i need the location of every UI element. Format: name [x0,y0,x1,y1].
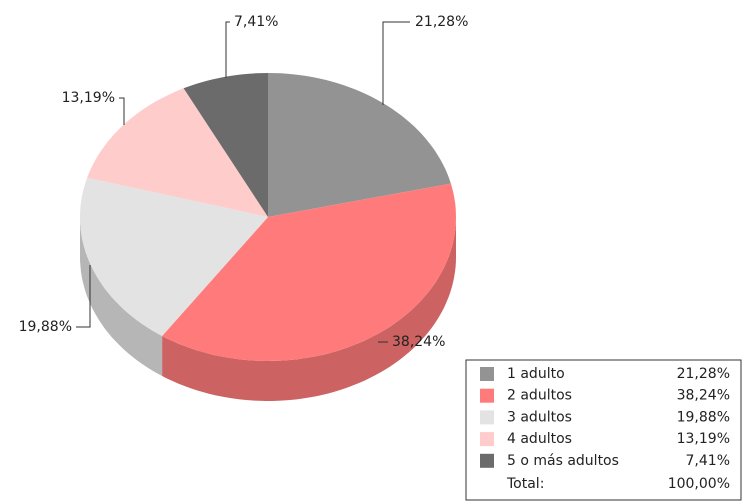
data-label: 7,41% [234,14,278,30]
legend-total-value: 100,00% [668,476,730,492]
legend-box [465,359,742,501]
slice [183,73,268,217]
legend-swatch [480,410,494,425]
legend-swatch [480,388,494,403]
slice [80,177,268,336]
legend-label: 4 adultos [507,431,572,447]
legend-label: 5 o más adultos [507,453,619,469]
slice [162,183,456,361]
legend-label: 2 adultos [507,388,572,404]
slice [87,88,268,217]
leader-line [119,97,125,125]
legend-swatch [480,432,494,447]
legend-swatch [480,367,494,381]
legend-value: 13,19% [677,431,730,447]
slice [268,73,451,217]
leader-line [382,21,410,105]
legend-label: 3 adultos [507,409,572,425]
legend-label: 1 adulto [507,366,565,382]
legend-total-label: Total: [506,476,544,492]
slice-side [162,217,456,401]
legend-value: 38,24% [677,388,730,404]
legend-value: 7,41% [686,453,730,469]
data-label: 13,19% [62,90,115,106]
legend-value: 19,88% [677,409,730,425]
slice-side [80,217,163,376]
data-label: 38,24% [392,334,445,350]
data-label: 21,28% [415,14,468,30]
legend-swatch [480,453,494,468]
leader-line [76,265,91,328]
data-label: 19,88% [19,319,72,335]
legend-value: 21,28% [677,366,730,382]
leader-line [225,21,230,78]
